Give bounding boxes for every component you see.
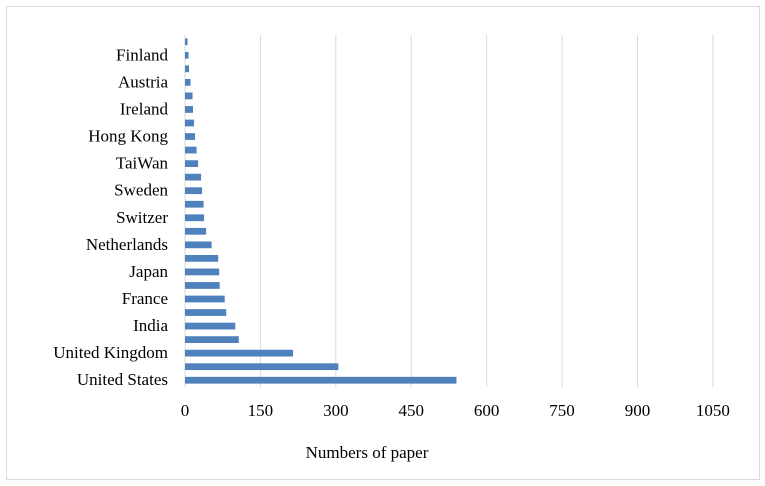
bar [185, 133, 196, 140]
bars [185, 38, 457, 384]
category-label: Hong Kong [88, 127, 168, 146]
gridlines [184, 35, 714, 387]
x-tick-label: 1050 [696, 401, 730, 420]
bar [185, 363, 339, 371]
bar [185, 200, 204, 208]
category-label: United States [77, 370, 168, 389]
category-label: Austria [118, 72, 169, 91]
bar [185, 376, 457, 384]
x-tick-label: 0 [181, 401, 190, 420]
category-label: United Kingdom [53, 343, 168, 362]
bar [185, 322, 236, 330]
bar [185, 160, 199, 167]
bar [185, 282, 220, 289]
category-label: Japan [129, 262, 168, 281]
bar [185, 336, 239, 343]
category-label: India [133, 316, 168, 335]
category-label: Ireland [120, 99, 169, 118]
bar [185, 241, 212, 249]
bar [185, 79, 191, 86]
bar [185, 268, 220, 276]
bar [185, 173, 202, 181]
bar [185, 295, 225, 303]
x-tick-label: 600 [474, 401, 500, 420]
category-label: TaiWan [116, 154, 169, 173]
chart-frame [6, 6, 760, 480]
bar [185, 187, 203, 195]
category-label: Netherlands [86, 235, 168, 254]
bar [185, 349, 294, 357]
category-label: Finland [116, 45, 168, 64]
bar [185, 65, 190, 73]
category-labels: United States United Kingdom India France Ja… [53, 45, 168, 389]
bar [185, 51, 189, 59]
bar [185, 92, 193, 100]
bar [185, 119, 195, 127]
bar [185, 38, 188, 46]
category-label: France [122, 289, 168, 308]
x-tick-label: 450 [398, 401, 424, 420]
bar [185, 146, 197, 154]
bar [185, 214, 205, 222]
x-tick-label: 150 [248, 401, 274, 420]
bar [185, 227, 207, 235]
x-axis-title: Numbers of paper [306, 443, 429, 462]
bar [185, 309, 227, 316]
bar [185, 255, 219, 262]
x-tick-label: 750 [549, 401, 575, 420]
x-tick-label: 300 [323, 401, 349, 420]
bar [185, 106, 194, 113]
x-tick-labels: 0 150 300 450 600 750 900 1050 [181, 401, 730, 420]
category-label: Switzer [116, 208, 168, 227]
category-label: Sweden [114, 181, 168, 200]
x-tick-label: 900 [625, 401, 651, 420]
